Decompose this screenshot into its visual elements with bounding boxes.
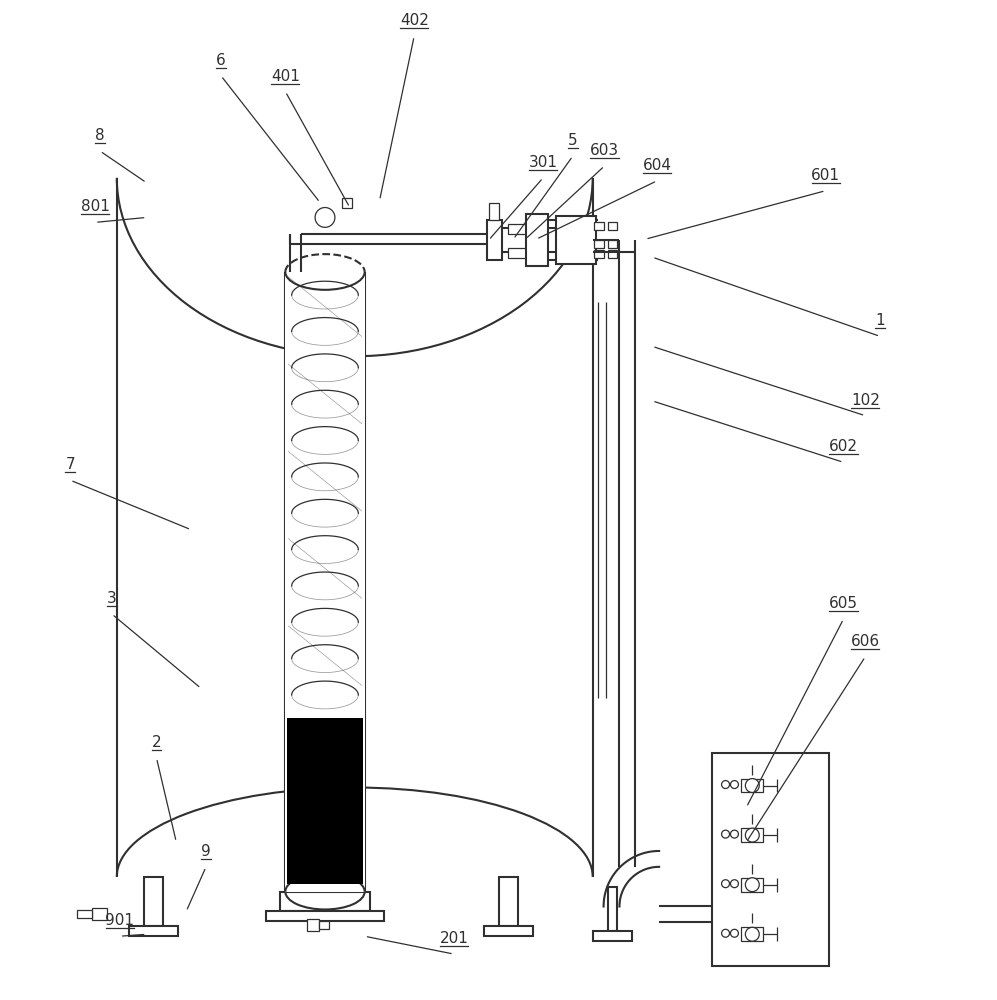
Bar [498,877,518,926]
Text: 604: 604 [643,158,672,173]
Bar [742,878,764,892]
Text: 8: 8 [95,128,105,143]
Polygon shape [117,0,592,178]
Text: 901: 901 [106,913,135,928]
Bar [607,250,617,258]
Bar [742,779,764,792]
Circle shape [722,929,730,937]
Bar [592,931,632,941]
Bar [129,926,178,936]
Bar [607,222,617,230]
Text: 605: 605 [830,596,858,611]
Circle shape [731,830,739,838]
Bar [265,911,385,921]
Bar [607,240,617,248]
Text: 7: 7 [66,457,75,472]
Text: 3: 3 [107,591,117,606]
Bar [487,220,502,260]
Bar [92,908,107,920]
Circle shape [722,830,730,838]
Bar [77,910,92,918]
Polygon shape [117,877,592,966]
Bar [593,222,603,230]
Text: 301: 301 [528,155,557,170]
Bar [742,927,764,941]
Text: 102: 102 [850,393,879,408]
Bar [342,198,352,208]
Circle shape [315,208,335,227]
Text: 6: 6 [216,53,225,68]
Text: 9: 9 [201,844,211,859]
Bar [607,887,617,931]
Circle shape [746,828,760,842]
Text: 601: 601 [812,168,840,183]
Bar [712,753,829,966]
Bar [489,203,498,220]
Text: 603: 603 [590,143,619,158]
Bar [593,240,603,248]
Text: 602: 602 [830,439,858,454]
Bar [280,892,370,911]
Text: 201: 201 [440,931,469,946]
Text: 5: 5 [568,133,577,148]
Bar [484,926,533,936]
Bar [526,214,548,266]
Bar [287,718,363,884]
Text: 801: 801 [81,199,110,214]
Text: 1: 1 [875,313,885,328]
Bar [556,216,595,264]
Circle shape [731,880,739,888]
Circle shape [746,927,760,941]
Bar [742,828,764,842]
Text: 402: 402 [400,13,429,28]
Circle shape [722,781,730,789]
Circle shape [731,929,739,937]
Circle shape [722,880,730,888]
Bar [593,250,603,258]
Polygon shape [117,178,592,877]
Text: 401: 401 [271,69,300,84]
Bar [508,248,526,258]
Text: 606: 606 [850,634,880,649]
Bar [307,919,319,931]
Circle shape [746,779,760,792]
Bar [144,877,164,926]
Bar [319,921,329,929]
Circle shape [731,781,739,789]
Bar [508,224,526,234]
Circle shape [746,878,760,892]
Bar [285,272,365,892]
Text: 2: 2 [152,735,162,750]
